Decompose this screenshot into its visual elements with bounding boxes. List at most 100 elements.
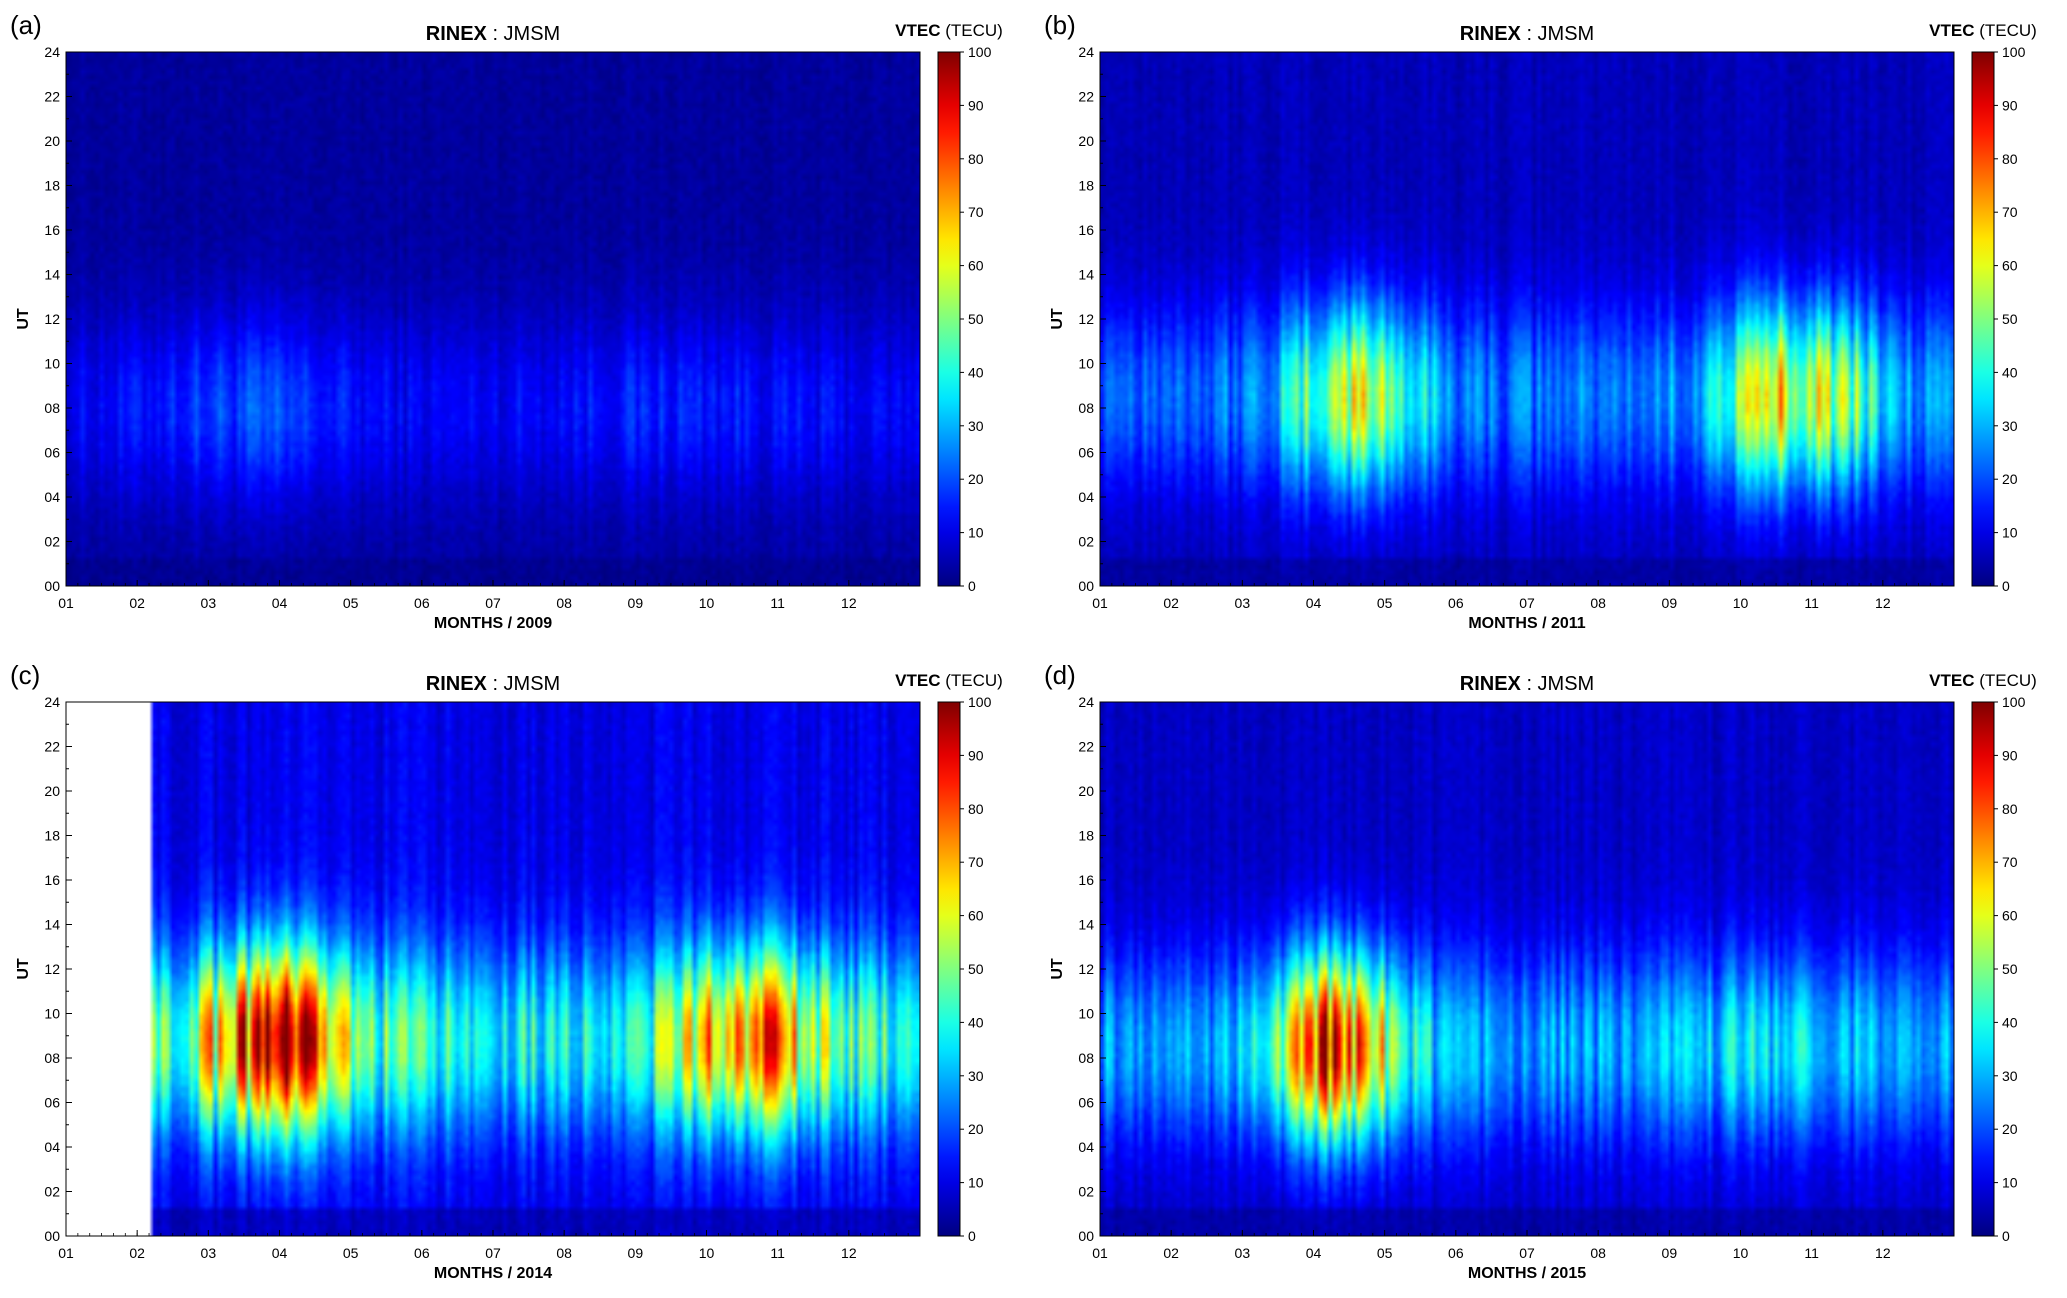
x-tick-label: 07 xyxy=(1519,1245,1535,1261)
y-tick-label: 08 xyxy=(44,1050,60,1066)
panel-label: (d) xyxy=(1044,660,1076,690)
colorbar-tick-label: 0 xyxy=(2002,1228,2010,1244)
y-tick-label: 14 xyxy=(1078,267,1094,283)
y-axis-label: UT xyxy=(15,958,32,980)
x-tick-label: 04 xyxy=(272,595,288,611)
colorbar-tick-label: 100 xyxy=(2002,694,2026,710)
panel-label: (b) xyxy=(1044,10,1076,40)
y-axis-label: UT xyxy=(1049,958,1066,980)
colorbar-tick-label: 80 xyxy=(968,801,984,817)
x-tick-label: 10 xyxy=(699,1245,715,1261)
y-tick-label: 12 xyxy=(44,961,60,977)
y-tick-label: 18 xyxy=(44,178,60,194)
colorbar-tick-label: 60 xyxy=(2002,258,2018,274)
x-tick-label: 09 xyxy=(628,595,644,611)
y-tick-label: 12 xyxy=(44,311,60,327)
colorbar-tick-label: 70 xyxy=(968,854,984,870)
y-tick-label: 16 xyxy=(1078,222,1094,238)
colorbar xyxy=(1971,51,1995,587)
y-tick-label: 04 xyxy=(44,489,60,505)
y-tick-label: 04 xyxy=(1078,489,1094,505)
y-tick-label: 22 xyxy=(1078,89,1094,105)
colorbar-tick-label: 0 xyxy=(968,1228,976,1244)
colorbar-tick-label: 20 xyxy=(968,471,984,487)
y-tick-label: 16 xyxy=(44,222,60,238)
x-tick-label: 04 xyxy=(272,1245,288,1261)
x-tick-label: 01 xyxy=(1092,595,1108,611)
y-tick-label: 00 xyxy=(44,578,60,594)
colorbar-tick-label: 90 xyxy=(968,747,984,763)
x-axis-label: MONTHS / 2009 xyxy=(434,615,552,632)
x-tick-label: 05 xyxy=(343,1245,359,1261)
y-tick-label: 02 xyxy=(44,1184,60,1200)
y-tick-label: 04 xyxy=(44,1139,60,1155)
colorbar-tick-label: 90 xyxy=(2002,747,2018,763)
colorbar-tick-label: 20 xyxy=(2002,1121,2018,1137)
y-tick-label: 10 xyxy=(44,1006,60,1022)
x-tick-label: 09 xyxy=(628,1245,644,1261)
colorbar-tick-label: 0 xyxy=(968,578,976,594)
y-tick-label: 16 xyxy=(1078,872,1094,888)
x-tick-label: 01 xyxy=(58,595,74,611)
colorbar-tick-label: 80 xyxy=(2002,151,2018,167)
colorbar xyxy=(937,701,961,1237)
y-tick-label: 20 xyxy=(1078,133,1094,149)
heatmap-raster xyxy=(66,52,920,586)
x-tick-label: 12 xyxy=(841,1245,857,1261)
colorbar-tick-label: 50 xyxy=(2002,961,2018,977)
y-tick-label: 18 xyxy=(1078,178,1094,194)
y-tick-label: 18 xyxy=(44,828,60,844)
x-tick-label: 11 xyxy=(1804,595,1819,611)
x-tick-label: 03 xyxy=(1235,595,1251,611)
colorbar-tick-label: 40 xyxy=(2002,364,2018,380)
colorbar-tick-label: 30 xyxy=(968,1068,984,1084)
x-tick-label: 08 xyxy=(1590,1245,1606,1261)
y-tick-label: 08 xyxy=(44,400,60,416)
x-tick-label: 07 xyxy=(485,1245,501,1261)
panel-label: (a) xyxy=(10,10,42,40)
colorbar-tick-label: 20 xyxy=(968,1121,984,1137)
colorbar xyxy=(1971,701,1995,1237)
y-tick-label: 20 xyxy=(44,783,60,799)
colorbar-tick-label: 60 xyxy=(968,258,984,274)
x-tick-label: 06 xyxy=(1448,1245,1464,1261)
y-tick-label: 12 xyxy=(1078,311,1094,327)
x-axis-label: MONTHS / 2014 xyxy=(434,1265,552,1282)
y-tick-label: 02 xyxy=(1078,1184,1094,1200)
colorbar-tick-label: 30 xyxy=(2002,418,2018,434)
y-tick-label: 14 xyxy=(1078,917,1094,933)
x-tick-label: 04 xyxy=(1306,1245,1322,1261)
x-tick-label: 03 xyxy=(201,1245,217,1261)
y-tick-label: 06 xyxy=(44,1095,60,1111)
y-tick-label: 10 xyxy=(1078,1006,1094,1022)
panel-label: (c) xyxy=(10,660,40,690)
colorbar-tick-label: 100 xyxy=(968,44,992,60)
heatmap-raster xyxy=(1100,52,1954,586)
x-tick-label: 12 xyxy=(1875,1245,1891,1261)
colorbar-label: VTEC (TECU) xyxy=(895,671,1003,690)
y-axis-label: UT xyxy=(1049,308,1066,330)
x-tick-label: 03 xyxy=(1235,1245,1251,1261)
colorbar-tick-label: 30 xyxy=(2002,1068,2018,1084)
chart-title: RINEX : JMSM xyxy=(1460,23,1594,45)
colorbar-tick-label: 100 xyxy=(968,694,992,710)
y-tick-label: 14 xyxy=(44,267,60,283)
y-tick-label: 22 xyxy=(44,89,60,105)
heatmap-raster xyxy=(66,702,920,1236)
colorbar-tick-label: 70 xyxy=(968,204,984,220)
y-tick-label: 22 xyxy=(44,739,60,755)
colorbar-tick-label: 70 xyxy=(2002,204,2018,220)
y-tick-label: 06 xyxy=(1078,1095,1094,1111)
x-axis-label: MONTHS / 2011 xyxy=(1468,615,1585,632)
chart-title: RINEX : JMSM xyxy=(426,23,560,45)
x-tick-label: 10 xyxy=(1733,1245,1749,1261)
colorbar-tick-label: 80 xyxy=(968,151,984,167)
y-tick-label: 14 xyxy=(44,917,60,933)
x-tick-label: 05 xyxy=(1377,595,1393,611)
y-tick-label: 20 xyxy=(1078,783,1094,799)
colorbar-label: VTEC (TECU) xyxy=(1929,671,2037,690)
y-tick-label: 00 xyxy=(1078,1228,1094,1244)
y-tick-label: 20 xyxy=(44,133,60,149)
